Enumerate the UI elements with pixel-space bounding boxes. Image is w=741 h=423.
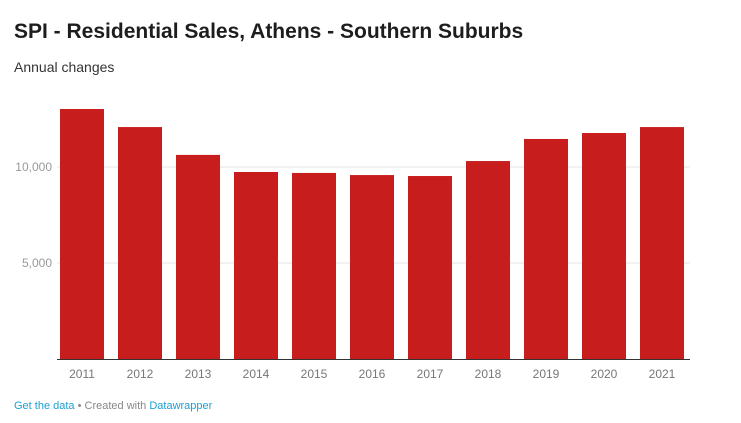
bar-2021 [640,127,684,360]
bar-2012 [118,127,162,360]
y-tick-label: 10,000 [15,160,52,174]
x-tick-label: 2019 [533,367,560,381]
bar-2014 [234,171,278,359]
bar-2017 [408,176,452,359]
x-tick-label: 2021 [649,367,676,381]
chart-title: SPI - Residential Sales, Athens - Southe… [14,20,524,43]
bar-2011 [60,109,104,360]
x-tick-label: 2012 [127,367,154,381]
bar-2013 [176,154,220,359]
bar-2016 [350,175,394,359]
bar-2019 [524,138,568,359]
bar-2020 [582,133,626,359]
get-data-link[interactable]: Get the data [14,400,75,412]
x-tick-label: 2014 [243,367,270,381]
x-tick-label: 2016 [359,367,386,381]
bar-2018 [466,161,510,359]
chart-subtitle: Annual changes [14,59,115,75]
x-tick-label: 2017 [417,367,444,381]
footer: Get the data • Created with Datawrapper [14,400,212,412]
x-tick-label: 2020 [591,367,618,381]
x-tick-label: 2013 [185,367,212,381]
y-tick-label: 5,000 [22,256,52,270]
x-tick-label: 2011 [69,367,95,381]
footer-text: • Created with [74,400,150,412]
datawrapper-link[interactable]: Datawrapper [149,400,213,412]
x-tick-label: 2015 [301,367,328,381]
bar-2015 [292,172,336,359]
x-tick-label: 2018 [475,367,502,381]
